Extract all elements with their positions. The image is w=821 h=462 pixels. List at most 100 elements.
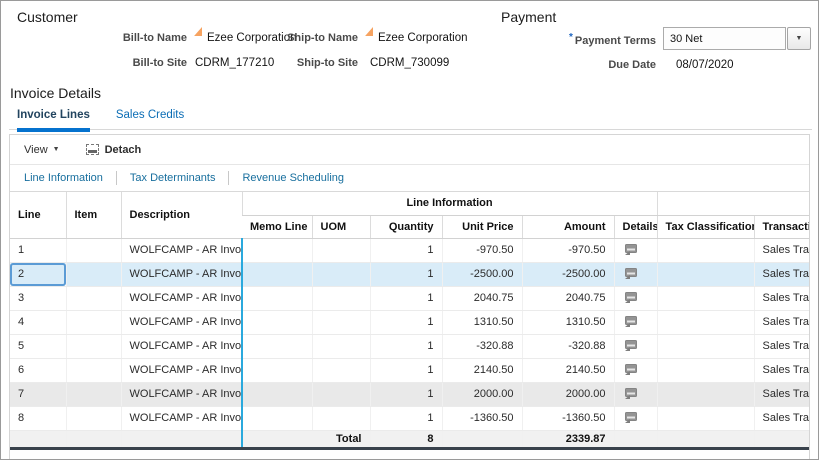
table-row[interactable]: 5 WOLFCAMP - AR Invoice 1 -320.88 -320.8… [10,334,810,359]
memo-line-cell[interactable] [241,310,312,335]
payment-terms-input[interactable] [663,27,786,50]
description-cell[interactable]: WOLFCAMP - AR Invoice [120,262,243,287]
detach-button[interactable]: Detach [85,144,141,156]
tax-classification-cell[interactable] [656,310,755,335]
quantity-cell[interactable]: 1 [369,310,442,335]
details-cell[interactable] [613,382,658,407]
description-cell[interactable]: WOLFCAMP - AR Invoice [120,286,243,311]
description-cell[interactable]: WOLFCAMP - AR Invoice [120,238,243,263]
details-cell[interactable] [613,262,658,287]
line-cell[interactable]: 8 [10,406,66,431]
details-cell[interactable] [613,310,658,335]
transaction-cell[interactable]: Sales Transaction [753,406,810,431]
uom-cell[interactable] [311,310,370,335]
amount-cell[interactable]: 2140.50 [521,358,614,383]
link-revenue-scheduling[interactable]: Revenue Scheduling [242,172,345,184]
column-header-tax-classification[interactable]: Tax Classification [656,215,755,239]
memo-line-cell[interactable] [241,334,312,359]
line-cell[interactable]: 3 [10,286,66,311]
tab-sales-credits[interactable]: Sales Credits [115,109,185,121]
column-header-uom[interactable]: UOM [311,215,370,239]
item-cell[interactable] [65,334,121,359]
payment-terms-dropdown-button[interactable]: ▼ [787,27,811,50]
item-cell[interactable] [65,286,121,311]
amount-cell[interactable]: -970.50 [521,238,614,263]
quantity-cell[interactable]: 1 [369,286,442,311]
transaction-cell[interactable]: Sales Transaction [753,334,810,359]
column-header-description[interactable]: Description [120,192,242,239]
item-cell[interactable] [65,406,121,431]
transaction-cell[interactable]: Sales Transaction [753,358,810,383]
unit-price-cell[interactable]: -970.50 [441,238,522,263]
table-row[interactable]: 6 WOLFCAMP - AR Invoice 1 2140.50 2140.5… [10,358,810,383]
line-cell[interactable]: 5 [10,334,66,359]
transaction-cell[interactable]: Sales Transaction [753,286,810,311]
link-tax-determinants[interactable]: Tax Determinants [129,172,216,184]
column-header-item[interactable]: Item [65,192,121,239]
line-cell[interactable]: 4 [10,310,66,335]
description-cell[interactable]: WOLFCAMP - AR Invoice [120,358,243,383]
link-line-information[interactable]: Line Information [24,172,103,184]
column-header-amount[interactable]: Amount [521,215,614,239]
line-cell[interactable]: 7 [10,382,66,407]
unit-price-cell[interactable]: 2140.50 [441,358,522,383]
unit-price-cell[interactable]: -2500.00 [441,262,522,287]
details-cell[interactable] [613,358,658,383]
description-cell[interactable]: WOLFCAMP - AR Invoice [120,334,243,359]
quantity-cell[interactable]: 1 [369,262,442,287]
memo-line-cell[interactable] [241,286,312,311]
column-header-memo-line[interactable]: Memo Line [242,215,312,239]
tax-classification-cell[interactable] [656,238,755,263]
quantity-cell[interactable]: 1 [369,238,442,263]
column-header-transaction[interactable]: Transaction [753,215,810,239]
details-cell[interactable] [613,406,658,431]
memo-line-cell[interactable] [241,238,312,263]
item-cell[interactable] [65,382,121,407]
line-cell[interactable]: 1 [10,238,66,263]
table-row[interactable]: 1 WOLFCAMP - AR Invoice 1 -970.50 -970.5… [10,238,810,263]
view-menu-button[interactable]: View ▼ [24,143,60,156]
line-cell[interactable]: 2 [10,262,66,287]
column-header-unit-price[interactable]: Unit Price [441,215,522,239]
transaction-cell[interactable]: Sales Transaction [753,262,810,287]
column-header-details[interactable]: Details [613,215,658,239]
quantity-cell[interactable]: 1 [369,382,442,407]
tax-classification-cell[interactable] [656,334,755,359]
memo-line-cell[interactable] [241,382,312,407]
tax-classification-cell[interactable] [656,358,755,383]
amount-cell[interactable]: 2040.75 [521,286,614,311]
transaction-cell[interactable]: Sales Transaction [753,382,810,407]
amount-cell[interactable]: 1310.50 [521,310,614,335]
quantity-cell[interactable]: 1 [369,358,442,383]
quantity-cell[interactable]: 1 [369,406,442,431]
amount-cell[interactable]: -1360.50 [521,406,614,431]
description-cell[interactable]: WOLFCAMP - AR Invoice [120,310,243,335]
uom-cell[interactable] [311,358,370,383]
table-row[interactable]: 8 WOLFCAMP - AR Invoice 1 -1360.50 -1360… [10,406,810,431]
tax-classification-cell[interactable] [656,382,755,407]
memo-line-cell[interactable] [241,262,312,287]
uom-cell[interactable] [311,238,370,263]
uom-cell[interactable] [311,334,370,359]
line-cell[interactable]: 6 [10,358,66,383]
unit-price-cell[interactable]: 2040.75 [441,286,522,311]
item-cell[interactable] [65,262,121,287]
unit-price-cell[interactable]: -1360.50 [441,406,522,431]
table-row[interactable]: 4 WOLFCAMP - AR Invoice 1 1310.50 1310.5… [10,310,810,335]
transaction-cell[interactable]: Sales Transaction [753,238,810,263]
memo-line-cell[interactable] [241,358,312,383]
uom-cell[interactable] [311,262,370,287]
table-row[interactable]: 3 WOLFCAMP - AR Invoice 1 2040.75 2040.7… [10,286,810,311]
details-cell[interactable] [613,238,658,263]
unit-price-cell[interactable]: -320.88 [441,334,522,359]
tax-classification-cell[interactable] [656,286,755,311]
tab-invoice-lines[interactable]: Invoice Lines [17,109,90,132]
tax-classification-cell[interactable] [656,262,755,287]
unit-price-cell[interactable]: 2000.00 [441,382,522,407]
amount-cell[interactable]: 2000.00 [521,382,614,407]
details-cell[interactable] [613,334,658,359]
transaction-cell[interactable]: Sales Transaction [753,310,810,335]
amount-cell[interactable]: -320.88 [521,334,614,359]
description-cell[interactable]: WOLFCAMP - AR Invoice [120,382,243,407]
column-header-line[interactable]: Line [10,192,66,239]
